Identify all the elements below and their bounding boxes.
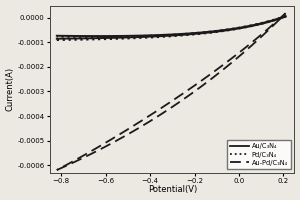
Pd/C₃N₄ (55, 39, 58, 41)
Au-Pd/C₃N₄ (82, 156, 86, 158)
Au-Pd/C₃N₄ (220, 69, 224, 72)
Au/C₃N₄ (221, 30, 225, 32)
Pd/C₃N₄ (146, 36, 149, 39)
Au/C₃N₄ (130, 36, 133, 39)
Pd/C₃N₄ (130, 37, 133, 39)
Pd/C₃N₄ (220, 30, 224, 32)
Au-Pd/C₃N₄ (130, 131, 133, 134)
Au-Pd/C₃N₄ (284, 12, 287, 15)
Au/C₃N₄ (55, 37, 58, 40)
Legend: Au/C₃N₄, Pd/C₃N₄, Au-Pd/C₃N₄: Au/C₃N₄, Pd/C₃N₄, Au-Pd/C₃N₄ (227, 140, 291, 169)
Line: Au/C₃N₄: Au/C₃N₄ (57, 17, 286, 39)
Pd/C₃N₄ (221, 30, 225, 32)
X-axis label: Potential(V): Potential(V) (148, 185, 197, 194)
Pd/C₃N₄ (199, 32, 202, 35)
Au/C₃N₄ (82, 37, 86, 40)
Pd/C₃N₄ (82, 38, 86, 41)
Au/C₃N₄ (199, 32, 202, 35)
Au-Pd/C₃N₄ (146, 122, 149, 124)
Pd/C₃N₄ (284, 15, 287, 18)
Au-Pd/C₃N₄ (199, 86, 202, 88)
Au-Pd/C₃N₄ (221, 68, 225, 71)
Au/C₃N₄ (220, 30, 224, 32)
Line: Au-Pd/C₃N₄: Au-Pd/C₃N₄ (57, 13, 286, 170)
Y-axis label: Current(A): Current(A) (6, 67, 15, 111)
Au/C₃N₄ (284, 15, 287, 18)
Line: Pd/C₃N₄: Pd/C₃N₄ (57, 17, 286, 40)
Au-Pd/C₃N₄ (55, 169, 58, 171)
Au/C₃N₄ (146, 36, 149, 38)
